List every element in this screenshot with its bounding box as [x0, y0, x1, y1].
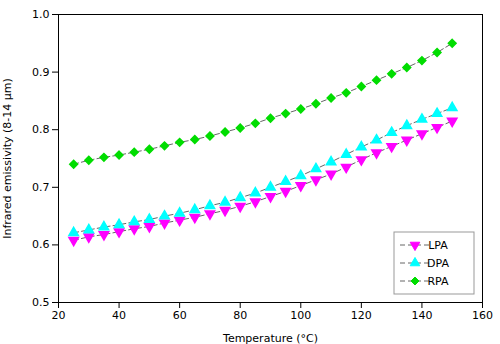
svg-text:RPA: RPA — [427, 275, 449, 288]
svg-text:LPA: LPA — [428, 239, 448, 252]
svg-text:1.0: 1.0 — [32, 8, 50, 21]
svg-text:120: 120 — [351, 309, 372, 322]
svg-text:20: 20 — [52, 309, 66, 322]
svg-text:80: 80 — [233, 309, 247, 322]
svg-text:Temperature (°C): Temperature (°C) — [222, 332, 318, 344]
svg-text:100: 100 — [290, 309, 311, 322]
svg-text:0.8: 0.8 — [32, 123, 50, 136]
svg-text:60: 60 — [173, 309, 187, 322]
svg-text:0.7: 0.7 — [32, 181, 50, 194]
svg-text:160: 160 — [472, 309, 493, 322]
svg-text:DPA: DPA — [427, 257, 449, 270]
svg-text:0.9: 0.9 — [32, 66, 50, 79]
svg-text:Infrared emissivity (8-14 μm): Infrared emissivity (8-14 μm) — [1, 78, 14, 239]
svg-text:0.6: 0.6 — [32, 238, 50, 251]
svg-text:0.5: 0.5 — [32, 296, 50, 309]
svg-text:40: 40 — [112, 309, 126, 322]
svg-text:140: 140 — [411, 309, 432, 322]
